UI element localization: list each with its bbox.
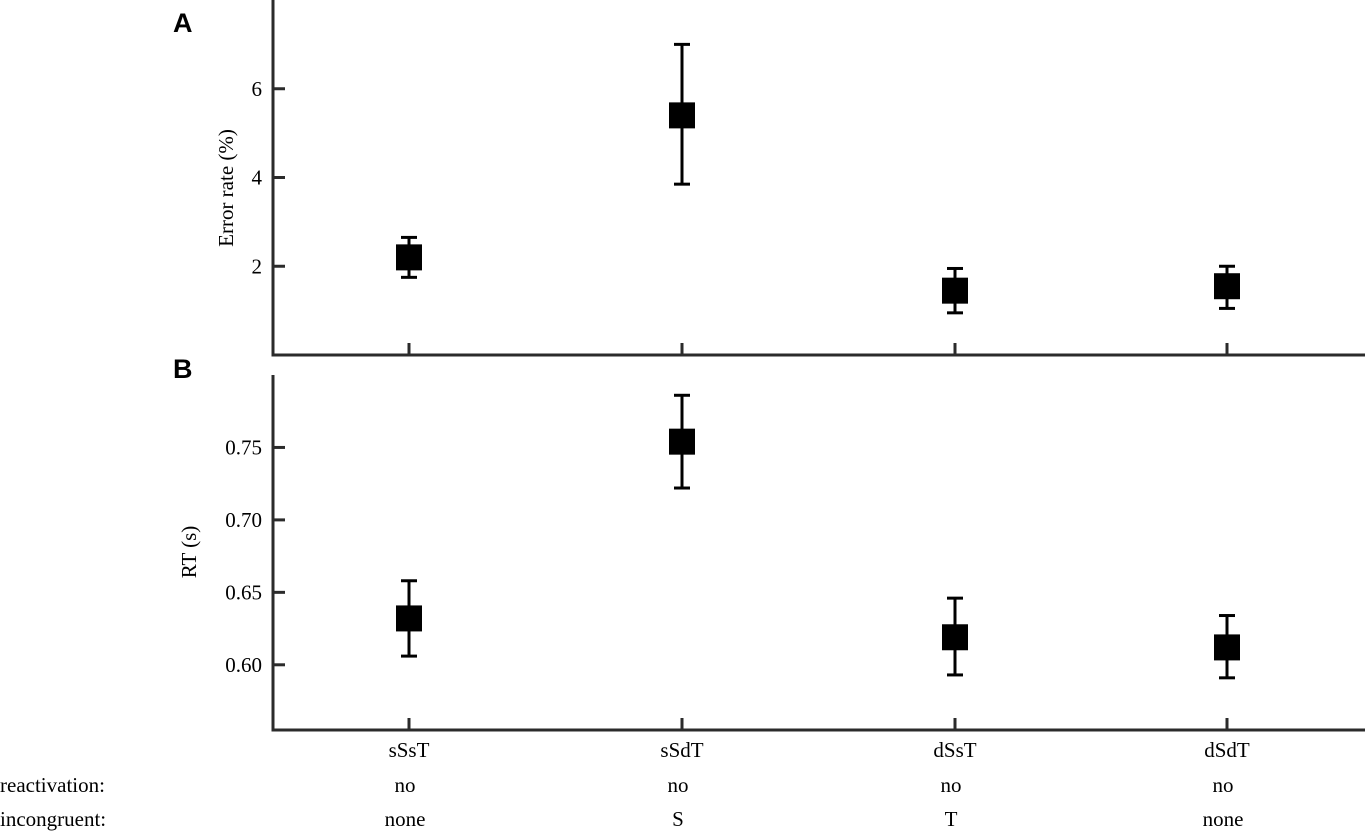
y-tick-label: 0.60 [225,653,262,677]
y-tick-label: 0.65 [225,580,262,604]
panel-b-y-ticks: 0.60 0.65 0.70 0.75 [225,435,285,677]
reactivation-value: no [395,773,416,797]
data-point [942,277,968,304]
panel-a-y-ticks: 2 4 6 [252,77,285,278]
data-point [942,624,968,651]
x-tick-label: dSsT [933,738,976,762]
panel-b-x-tick-labels: sSsT sSdT dSsT dSdT [389,738,1250,762]
panel-a-letter: A [173,8,193,38]
x-tick-label: dSdT [1204,738,1250,762]
data-point [396,244,422,271]
panel-b-x-ticks [407,718,1229,730]
data-point [669,428,695,455]
data-point [1214,634,1240,661]
reactivation-value: no [941,773,962,797]
incongruent-value: T [945,807,958,831]
panel-b-data-marks [396,393,1240,680]
incongruent-value: S [672,807,684,831]
panel-a-data-marks [396,42,1240,315]
reactivation-value: no [1213,773,1234,797]
x-tick-label: sSdT [660,738,703,762]
data-point [1214,273,1240,300]
data-point [669,102,695,129]
data-point [396,605,422,632]
y-tick-label: 4 [252,166,263,190]
y-tick-label: 6 [252,77,263,101]
x-tick-label: sSsT [389,738,430,762]
y-tick-label: 2 [252,254,263,278]
panel-b-letter: B [173,354,193,384]
incongruent-row-label: incongruent: [0,807,106,831]
y-tick-label: 0.70 [225,508,262,532]
panel-b-axes [271,375,1365,732]
panel-b: B RT (s) 0.60 0.65 0.70 0.75 sSsT sSdT dSsT dS… [173,354,1365,762]
reactivation-value: no [668,773,689,797]
incongruent-value: none [1203,807,1244,831]
condition-rows: reactivation: incongruent: no no no no none S… [0,773,1243,831]
panel-a-axes [271,0,1365,357]
panel-a-y-axis-label: Error rate (%) [214,129,238,247]
y-tick-label: 0.75 [225,435,262,459]
panel-a-x-ticks [407,343,1229,355]
incongruent-value: none [385,807,426,831]
panel-b-y-axis-label: RT (s) [177,526,201,579]
panel-a: A Error rate (%) 2 4 6 [173,0,1365,357]
reactivation-row-label: reactivation: [0,773,105,797]
